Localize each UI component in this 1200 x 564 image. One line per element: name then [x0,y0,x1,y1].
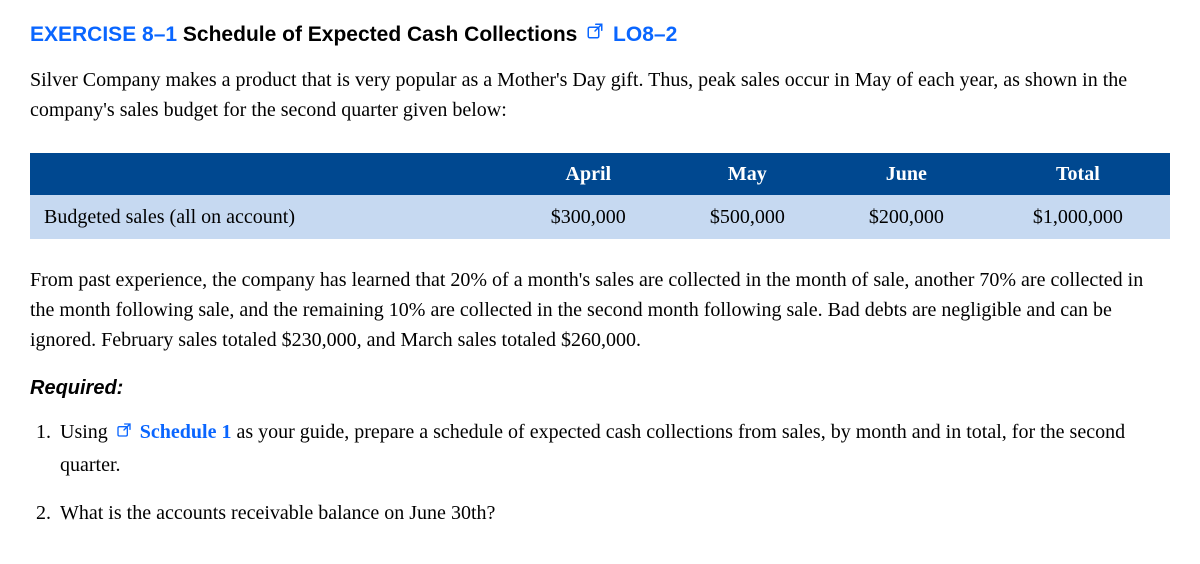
table-header: Total [986,153,1170,195]
row-label: Budgeted sales (all on account) [30,195,509,239]
requirement-item: Using Schedule 1 as your guide, prepare … [56,417,1170,480]
table-header: June [827,153,986,195]
table-head-row: April May June Total [30,153,1170,195]
table-cell: $200,000 [827,195,986,239]
exercise-title: Schedule of Expected Cash Collections [183,23,577,46]
schedule-link[interactable]: Schedule 1 [140,421,232,443]
table-header-blank [30,153,509,195]
budget-table: April May June Total Budgeted sales (all… [30,153,1170,239]
requirements-list: Using Schedule 1 as your guide, prepare … [34,417,1170,528]
popout-icon[interactable] [586,18,604,50]
popout-icon[interactable] [116,417,132,447]
exercise-number: EXERCISE 8–1 [30,23,177,46]
table-header: May [668,153,827,195]
required-label: Required: [30,373,1170,403]
intro-paragraph: Silver Company makes a product that is v… [30,65,1170,125]
req-text: Using [60,421,113,443]
body-paragraph: From past experience, the company has le… [30,265,1170,355]
exercise-header: EXERCISE 8–1 Schedule of Expected Cash C… [30,18,1170,53]
lo-tag: LO8–2 [613,23,677,46]
table-row: Budgeted sales (all on account) $300,000… [30,195,1170,239]
requirement-item: What is the accounts receivable balance … [56,498,1170,528]
table-cell: $1,000,000 [986,195,1170,239]
table-header: April [509,153,668,195]
table-cell: $500,000 [668,195,827,239]
table-cell: $300,000 [509,195,668,239]
